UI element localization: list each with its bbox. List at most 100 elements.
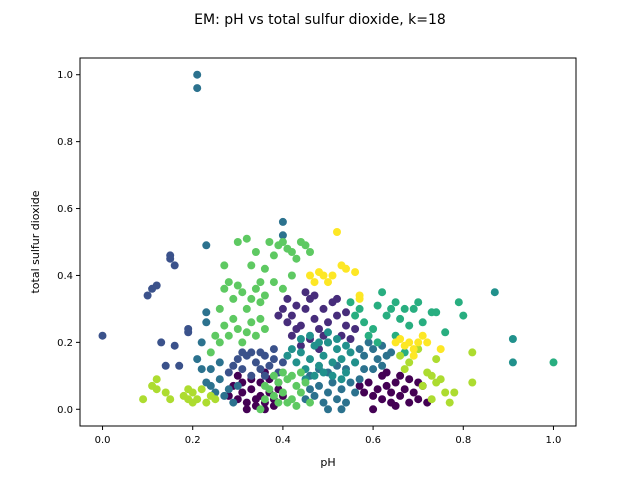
- data-point: [215, 358, 224, 367]
- data-point: [369, 391, 378, 400]
- data-point: [206, 381, 215, 390]
- x-axis: 0.0 0.2 0.4 0.6 0.8 1.0: [95, 426, 562, 446]
- data-point: [193, 84, 202, 93]
- data-point: [355, 294, 364, 303]
- data-point: [292, 301, 301, 310]
- x-tick-label: 0.2: [185, 435, 201, 446]
- data-point: [229, 361, 238, 370]
- data-point: [405, 398, 414, 407]
- data-point: [161, 388, 170, 397]
- data-point: [324, 388, 332, 397]
- chart-title: EM: pH vs total sulfur dioxide, k=18: [194, 12, 446, 28]
- data-point: [346, 348, 355, 357]
- y-tick-label: 0.4: [57, 271, 73, 282]
- data-point: [324, 278, 332, 287]
- data-point: [382, 311, 391, 320]
- data-point: [247, 371, 256, 380]
- data-point: [400, 385, 409, 394]
- data-point: [387, 348, 396, 357]
- data-point: [369, 405, 378, 414]
- data-point: [436, 345, 445, 354]
- data-point: [378, 361, 387, 370]
- data-point: [373, 385, 382, 394]
- data-point: [184, 328, 193, 337]
- data-point: [468, 348, 477, 357]
- data-point: [396, 391, 405, 400]
- data-point: [414, 395, 423, 404]
- y-axis: 0.0 0.2 0.4 0.6 0.8 1.0: [57, 70, 80, 416]
- data-point: [355, 375, 364, 384]
- data-point: [387, 304, 396, 313]
- data-point: [337, 385, 346, 394]
- data-point: [251, 358, 260, 367]
- data-point: [269, 355, 278, 364]
- data-point: [445, 398, 454, 407]
- data-point: [324, 328, 332, 337]
- data-point: [391, 298, 400, 307]
- data-point: [351, 268, 360, 277]
- data-point: [432, 308, 441, 317]
- data-point: [175, 361, 184, 370]
- data-point: [220, 261, 229, 270]
- data-point: [170, 261, 179, 270]
- data-point: [278, 217, 287, 226]
- data-point: [400, 365, 409, 374]
- data-point: [278, 238, 287, 246]
- data-point: [328, 358, 337, 367]
- data-point: [360, 388, 369, 397]
- data-point: [342, 341, 350, 350]
- data-point: [360, 365, 369, 374]
- data-point: [269, 278, 278, 287]
- data-point: [287, 271, 296, 280]
- data-point: [296, 348, 305, 357]
- data-point: [202, 241, 211, 250]
- data-point: [342, 264, 350, 273]
- data-point: [319, 368, 328, 377]
- data-point: [369, 325, 378, 333]
- data-point: [324, 318, 332, 327]
- data-point: [242, 328, 251, 337]
- data-point: [364, 378, 373, 387]
- data-point: [143, 291, 152, 300]
- data-point: [278, 304, 287, 313]
- data-point: [283, 294, 292, 303]
- data-point: [224, 331, 233, 340]
- data-point: [251, 284, 260, 293]
- data-point: [202, 308, 211, 317]
- data-point: [405, 338, 414, 347]
- data-point: [387, 388, 396, 397]
- data-point: [238, 348, 247, 357]
- data-point: [351, 325, 360, 333]
- data-point: [269, 345, 278, 354]
- data-point: [441, 328, 450, 337]
- data-point: [247, 318, 256, 327]
- data-point: [400, 304, 409, 313]
- data-point: [220, 321, 229, 330]
- data-point: [319, 271, 328, 280]
- data-point: [427, 395, 436, 404]
- data-point: [450, 388, 459, 397]
- data-point: [251, 331, 260, 340]
- data-points: [98, 70, 558, 414]
- data-point: [260, 325, 269, 333]
- data-point: [211, 331, 220, 340]
- data-point: [202, 398, 211, 407]
- data-point: [242, 398, 251, 407]
- x-tick-label: 1.0: [546, 435, 562, 446]
- data-point: [418, 331, 427, 340]
- data-point: [301, 304, 310, 313]
- data-point: [193, 355, 202, 364]
- data-point: [233, 355, 242, 364]
- data-point: [508, 358, 517, 367]
- data-point: [333, 311, 341, 320]
- data-point: [364, 338, 373, 347]
- data-point: [283, 351, 292, 360]
- data-point: [409, 351, 418, 360]
- data-point: [418, 381, 427, 390]
- data-point: [296, 388, 305, 397]
- data-point: [247, 385, 256, 394]
- data-point: [490, 288, 499, 297]
- data-point: [292, 401, 301, 410]
- data-point: [220, 284, 229, 293]
